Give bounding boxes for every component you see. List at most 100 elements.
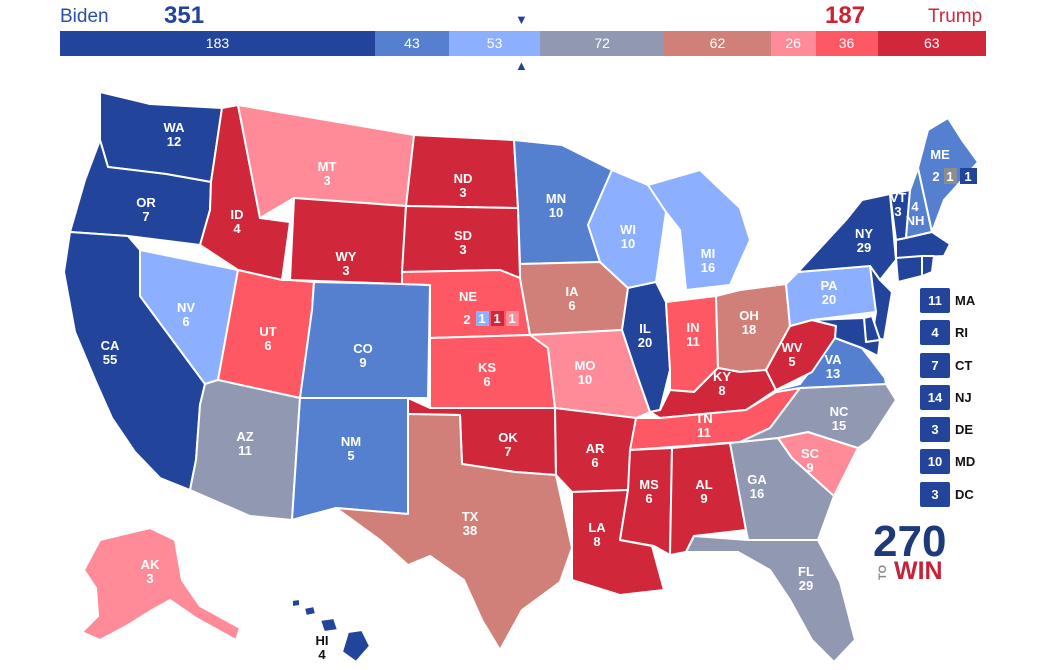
small-state-name-dc: DC (955, 487, 974, 502)
label-mn: MN 10 (546, 191, 566, 220)
label-va: VA 13 (824, 352, 842, 381)
small-state-ev-de: 3 (931, 422, 938, 437)
label-id: ID 4 (231, 207, 244, 236)
label-ok: OK 7 (498, 430, 518, 459)
small-state-ev-nj: 14 (928, 390, 943, 405)
bar-segment-safe-dem[interactable]: 183 (60, 31, 375, 56)
small-state-ev-ma: 11 (928, 293, 942, 308)
small-state-ct[interactable]: 7 CT (920, 353, 972, 378)
label-hi: HI 4 (316, 633, 329, 662)
small-state-nj[interactable]: 14 NJ (920, 385, 972, 410)
label-wy: WY 3 (336, 249, 357, 278)
ne-district-label-2: 1 (493, 311, 500, 326)
label-tx: TX 38 (462, 509, 479, 538)
state-hi-maui (319, 617, 339, 633)
state-ct[interactable] (895, 255, 923, 283)
ne-district-box-2[interactable] (491, 311, 504, 326)
small-state-ev-ct: 7 (931, 358, 938, 373)
state-nj[interactable] (869, 265, 893, 341)
bar-segment-likely-dem[interactable]: 43 (374, 31, 449, 56)
label-nm: NM 5 (341, 434, 361, 463)
label-ga: GA 16 (747, 472, 767, 501)
label-in: IN 11 (686, 320, 700, 349)
label-mi: MI 16 (701, 246, 715, 275)
label-co: CO 9 (353, 341, 373, 370)
bar-segment-tilt-rep[interactable]: 62 (664, 31, 771, 56)
logo-to: TO (877, 564, 889, 580)
state-md[interactable] (811, 317, 881, 357)
small-state-ma[interactable]: 11 MA (920, 288, 976, 313)
state-co[interactable] (299, 281, 431, 399)
label-ks: KS 6 (478, 360, 496, 389)
label-ut: UT 6 (259, 324, 276, 353)
state-ny[interactable] (797, 193, 897, 281)
label-nh: 4 NH (906, 199, 925, 228)
state-fl[interactable] (685, 535, 856, 663)
label-il: IL 20 (638, 321, 652, 350)
label-ny: NY 29 (855, 226, 873, 255)
small-state-name-nj: NJ (955, 390, 972, 405)
label-la: LA 8 (588, 520, 606, 549)
label-pa: PA 20 (820, 278, 838, 307)
trump-name: Trump (928, 6, 983, 27)
label-wi: WI 10 (620, 222, 636, 251)
small-state-dc[interactable]: 3 DC (920, 482, 974, 507)
label-az: AZ 11 (236, 429, 253, 458)
biden-electoral-total: 351 (164, 2, 205, 29)
label-sd: SD 3 (454, 228, 472, 257)
label-al: AL 9 (695, 477, 712, 506)
bar-segment-likely-rep[interactable]: 36 (815, 31, 878, 56)
me-district-label-1: 1 (946, 169, 953, 184)
small-state-md[interactable]: 10 MD (920, 449, 975, 474)
small-state-de[interactable]: 3 DE (920, 417, 973, 442)
bar-segment-tossup[interactable]: 72 (540, 31, 665, 56)
bar-segment-lean-rep[interactable]: 26 (770, 31, 816, 56)
small-state-ev-dc: 3 (931, 487, 938, 502)
small-state-ev-md: 10 (928, 454, 942, 469)
label-ne-ev: 2 (463, 312, 470, 327)
state-mi[interactable] (647, 169, 751, 291)
270towin-logo[interactable]: 270 TO WIN (873, 517, 946, 585)
label-or: OR 7 (136, 195, 156, 224)
ne-district-box-3[interactable] (506, 311, 519, 326)
me-district-box-1[interactable] (944, 168, 957, 184)
ne-district-label-3: 1 (508, 311, 515, 326)
label-me-ev: 2 (932, 169, 939, 184)
label-nv: NV 6 (177, 300, 195, 329)
trump-electoral-total: 187 (825, 2, 866, 29)
state-tx[interactable] (335, 413, 573, 651)
small-state-name-de: DE (955, 422, 973, 437)
label-tn: TN 11 (695, 411, 712, 440)
state-ri[interactable] (921, 255, 935, 277)
label-ar: AR 6 (586, 441, 605, 470)
ne-district-label-1: 1 (478, 311, 485, 326)
label-vt: VT 3 (890, 190, 907, 219)
bar-segment-safe-rep[interactable]: 63 (877, 31, 986, 56)
state-wi[interactable] (587, 169, 667, 289)
small-state-ev-ri: 4 (931, 325, 939, 340)
label-ne: NE (459, 289, 477, 304)
small-state-name-ri: RI (955, 325, 968, 340)
state-hi-oahu (303, 605, 317, 617)
label-ms: MS 6 (639, 477, 659, 506)
label-mo: MO 10 (575, 358, 596, 387)
electoral-vote-bar: 183 43 53 72 62 26 36 63 (60, 31, 986, 56)
majority-marker-up-icon: ▲ (515, 58, 528, 73)
state-ak[interactable] (81, 527, 241, 641)
state-hi-kauai (291, 598, 301, 608)
biden-name: Biden (60, 6, 109, 27)
bar-segment-lean-dem[interactable]: 53 (448, 31, 541, 56)
logo-number: 270 (873, 517, 946, 566)
state-hi[interactable] (341, 629, 371, 663)
label-mt: MT 3 (318, 159, 337, 188)
label-nc: NC 15 (830, 404, 849, 433)
label-ia: IA 6 (566, 284, 580, 313)
small-state-ri[interactable]: 4 RI (920, 320, 968, 345)
me-district-box-2[interactable] (960, 168, 977, 184)
ne-district-box-1[interactable] (476, 311, 489, 326)
majority-marker-down-icon: ▼ (515, 12, 528, 27)
small-state-name-md: MD (955, 454, 975, 469)
label-wv: WV 5 (782, 340, 803, 369)
label-sc: SC 9 (801, 446, 820, 475)
